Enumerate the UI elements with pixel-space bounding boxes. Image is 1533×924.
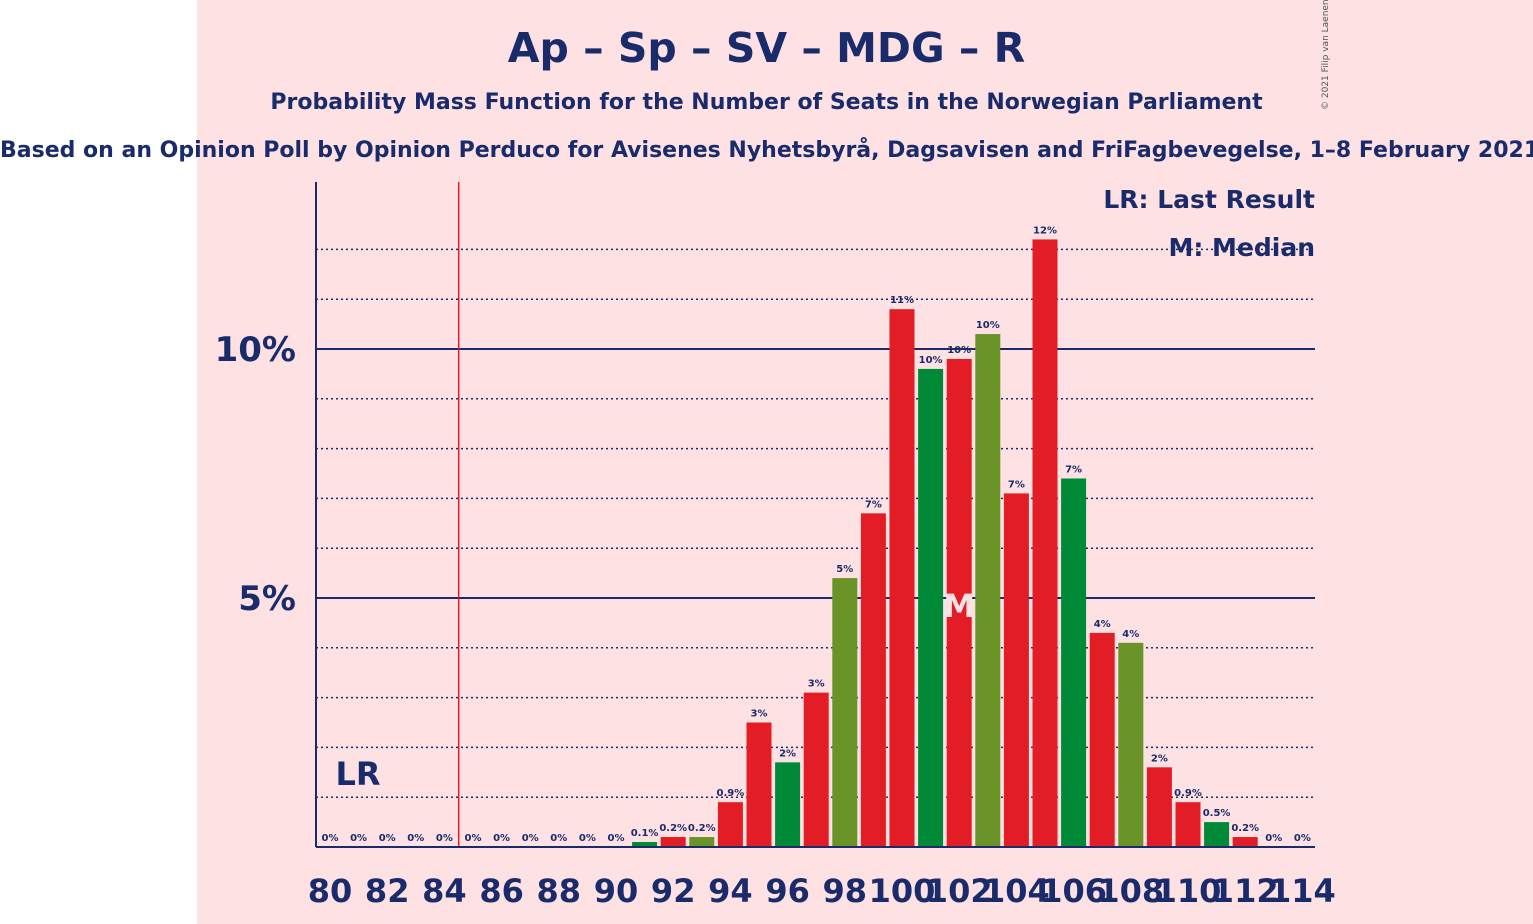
x-tick-label: 100 bbox=[869, 872, 936, 910]
x-tick-label: 112 bbox=[1212, 872, 1279, 910]
y-tick-label: 10% bbox=[215, 330, 296, 370]
bar-value-label: 10% bbox=[947, 345, 971, 356]
bar-value-label: 0% bbox=[465, 833, 482, 844]
bar-seat-92 bbox=[660, 837, 686, 847]
bar-seat-109 bbox=[1146, 767, 1172, 847]
x-tick-label: 92 bbox=[651, 872, 696, 910]
bar-seat-91 bbox=[632, 842, 658, 847]
x-tick-label: 108 bbox=[1097, 872, 1164, 910]
bar-seat-103 bbox=[975, 334, 1001, 847]
bar-value-label: 0.9% bbox=[1174, 788, 1202, 799]
bar-value-label: 0% bbox=[493, 833, 510, 844]
bar-value-label: 10% bbox=[976, 320, 1000, 331]
bar-value-label: 4% bbox=[1122, 629, 1139, 640]
bar-value-label: 0.2% bbox=[659, 823, 687, 834]
x-tick-label: 94 bbox=[708, 872, 753, 910]
x-tick-label: 80 bbox=[308, 872, 353, 910]
bar-value-label: 2% bbox=[779, 748, 796, 759]
x-tick-label: 96 bbox=[765, 872, 810, 910]
bar-value-label: 0.9% bbox=[717, 788, 745, 799]
bar-value-label: 12% bbox=[1033, 225, 1057, 236]
bar-value-label: 0% bbox=[322, 833, 339, 844]
bar-value-label: 5% bbox=[836, 564, 853, 575]
last-result-label: LR bbox=[335, 755, 380, 793]
x-tick-label: 106 bbox=[1040, 872, 1107, 910]
x-tick-label: 86 bbox=[479, 872, 524, 910]
bar-value-label: 7% bbox=[1065, 464, 1082, 475]
bar-seat-111 bbox=[1204, 822, 1230, 847]
bar-value-label: 0% bbox=[1294, 833, 1311, 844]
bar-value-label: 0% bbox=[407, 833, 424, 844]
bar-value-label: 0% bbox=[550, 833, 567, 844]
bar-seat-110 bbox=[1175, 802, 1201, 847]
bar-seat-102 bbox=[946, 358, 972, 847]
bar-seat-99 bbox=[860, 513, 886, 847]
bar-seat-97 bbox=[803, 692, 829, 847]
bar-value-label: 7% bbox=[865, 499, 882, 510]
x-tick-label: 104 bbox=[983, 872, 1050, 910]
bar-seat-98 bbox=[832, 578, 858, 847]
bar-value-label: 4% bbox=[1094, 619, 1111, 630]
bar-seat-101 bbox=[918, 368, 944, 847]
x-tick-label: 82 bbox=[365, 872, 410, 910]
bar-seat-105 bbox=[1032, 239, 1058, 847]
x-tick-label: 98 bbox=[823, 872, 868, 910]
bar-value-label: 0% bbox=[350, 833, 367, 844]
bar-seat-108 bbox=[1118, 642, 1144, 847]
bar-value-label: 0.5% bbox=[1203, 808, 1231, 819]
bar-value-label: 3% bbox=[808, 679, 825, 690]
chart-subtitle: Probability Mass Function for the Number… bbox=[270, 90, 1263, 115]
y-tick-label: 5% bbox=[238, 579, 296, 619]
bar-value-label: 10% bbox=[919, 355, 943, 366]
bar-value-label: 0% bbox=[579, 833, 596, 844]
legend-median: M: Median bbox=[1168, 233, 1315, 262]
chart-source: Based on an Opinion Poll by Opinion Perd… bbox=[0, 138, 1533, 163]
bar-value-label: 3% bbox=[751, 709, 768, 720]
x-tick-label: 90 bbox=[594, 872, 639, 910]
bar-value-label: 0% bbox=[379, 833, 396, 844]
x-tick-label: 114 bbox=[1269, 872, 1336, 910]
bar-seat-100 bbox=[889, 309, 915, 847]
median-marker: M bbox=[943, 587, 975, 625]
bar-value-label: 11% bbox=[890, 295, 914, 306]
bar-value-label: 0% bbox=[1265, 833, 1282, 844]
bar-seat-96 bbox=[775, 762, 801, 847]
chart-title: Ap – Sp – SV – MDG – R bbox=[507, 24, 1026, 72]
x-tick-label: 102 bbox=[926, 872, 993, 910]
bar-value-label: 0% bbox=[522, 833, 539, 844]
bar-value-label: 0% bbox=[436, 833, 453, 844]
legend-last-result: LR: Last Result bbox=[1103, 185, 1315, 214]
bar-seat-94 bbox=[717, 802, 743, 847]
bar-value-label: 0.2% bbox=[688, 823, 716, 834]
x-tick-label: 84 bbox=[422, 872, 467, 910]
bar-value-label: 7% bbox=[1008, 479, 1025, 490]
bar-seat-95 bbox=[746, 722, 772, 847]
x-tick-label: 88 bbox=[537, 872, 582, 910]
bar-value-label: 0% bbox=[608, 833, 625, 844]
bar-value-label: 0.2% bbox=[1231, 823, 1259, 834]
bar-value-label: 2% bbox=[1151, 753, 1168, 764]
bar-value-label: 0.1% bbox=[631, 828, 659, 839]
x-tick-label: 110 bbox=[1155, 872, 1222, 910]
bar-seat-112 bbox=[1232, 837, 1258, 847]
bar-seat-104 bbox=[1003, 493, 1029, 847]
bar-seat-107 bbox=[1089, 632, 1115, 847]
bar-seat-93 bbox=[689, 837, 715, 847]
bar-seat-106 bbox=[1061, 478, 1087, 847]
